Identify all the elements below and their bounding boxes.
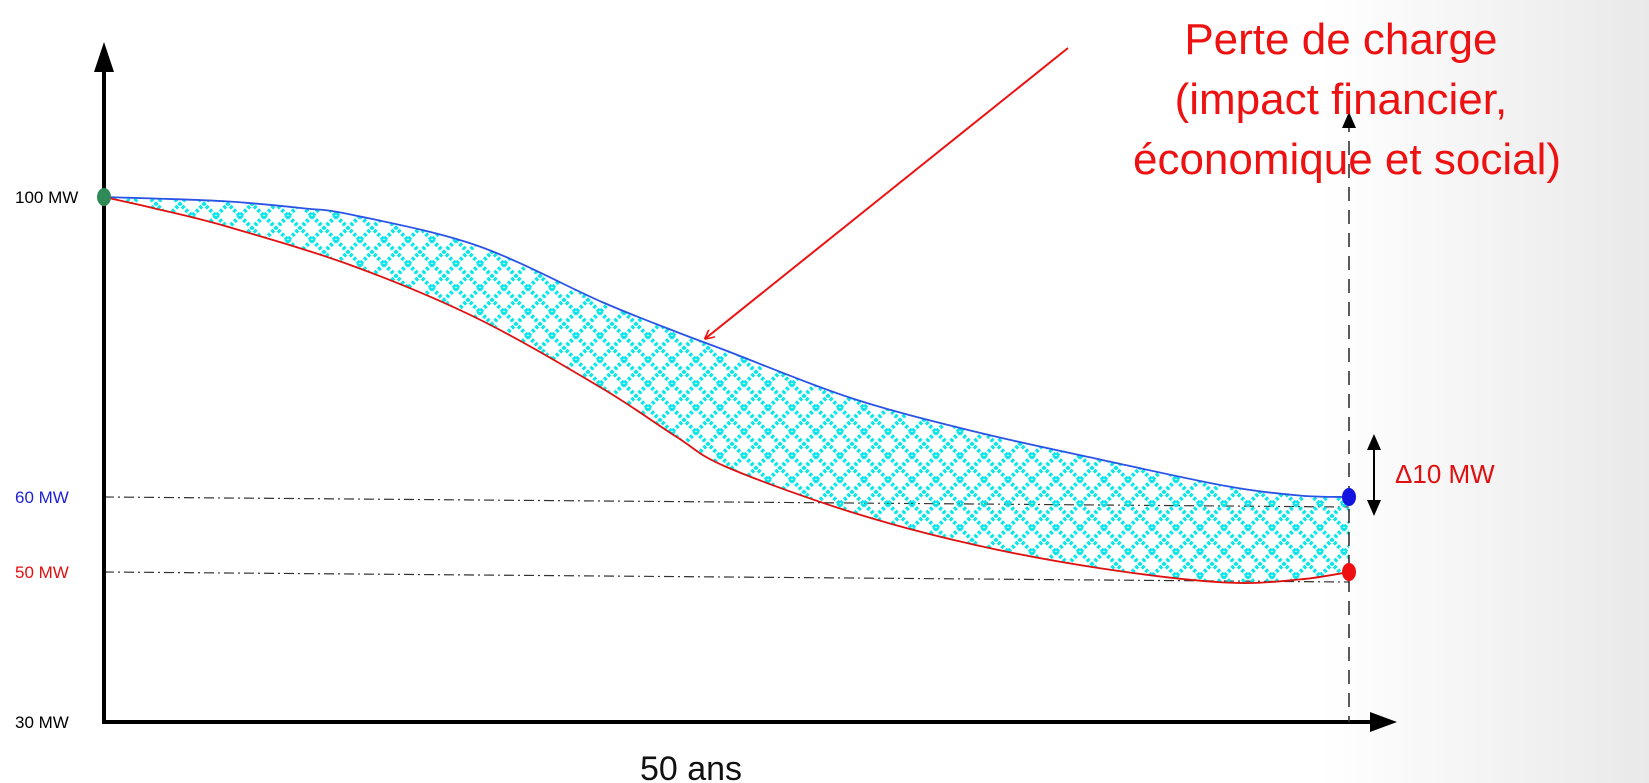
x-axis-label: 50 ans — [640, 750, 742, 783]
annotation-arrow — [706, 47, 1069, 338]
y-axis-arrowhead — [94, 42, 114, 72]
y-tick-label: 50 MW — [15, 563, 69, 582]
data-point-marker — [1342, 563, 1356, 581]
annotation-text: Perte de charge (impact financier, écono… — [1133, 15, 1561, 184]
delta-arrow-down — [1367, 500, 1381, 516]
end-vertical-arrowhead — [1342, 112, 1356, 128]
data-point-marker — [1342, 488, 1356, 506]
series-line-lower — [103, 196, 1350, 584]
series-layer — [103, 196, 1350, 584]
annotation-line-2: (impact financier, — [1175, 75, 1508, 124]
delta-arrow-up — [1367, 434, 1381, 450]
annotation-line-3: économique et social) — [1133, 135, 1561, 184]
y-tick-label: 100 MW — [15, 188, 78, 207]
reference-line-60 — [103, 496, 1350, 508]
endpoint-markers — [97, 188, 1356, 581]
y-tick-labels: 100 MW 60 MW 50 MW 30 MW — [15, 188, 78, 732]
y-tick-label: 60 MW — [15, 488, 69, 507]
annotation-line-1: Perte de charge — [1184, 15, 1497, 64]
reference-line-50 — [103, 571, 1350, 583]
delta-label: Δ10 MW — [1395, 459, 1495, 489]
y-tick-label: 30 MW — [15, 713, 69, 732]
x-axis-arrowhead — [1370, 712, 1397, 732]
series-line-upper — [103, 196, 1350, 498]
reference-lines — [103, 496, 1350, 583]
load-loss-area — [104, 197, 1349, 584]
data-point-marker — [97, 188, 111, 206]
